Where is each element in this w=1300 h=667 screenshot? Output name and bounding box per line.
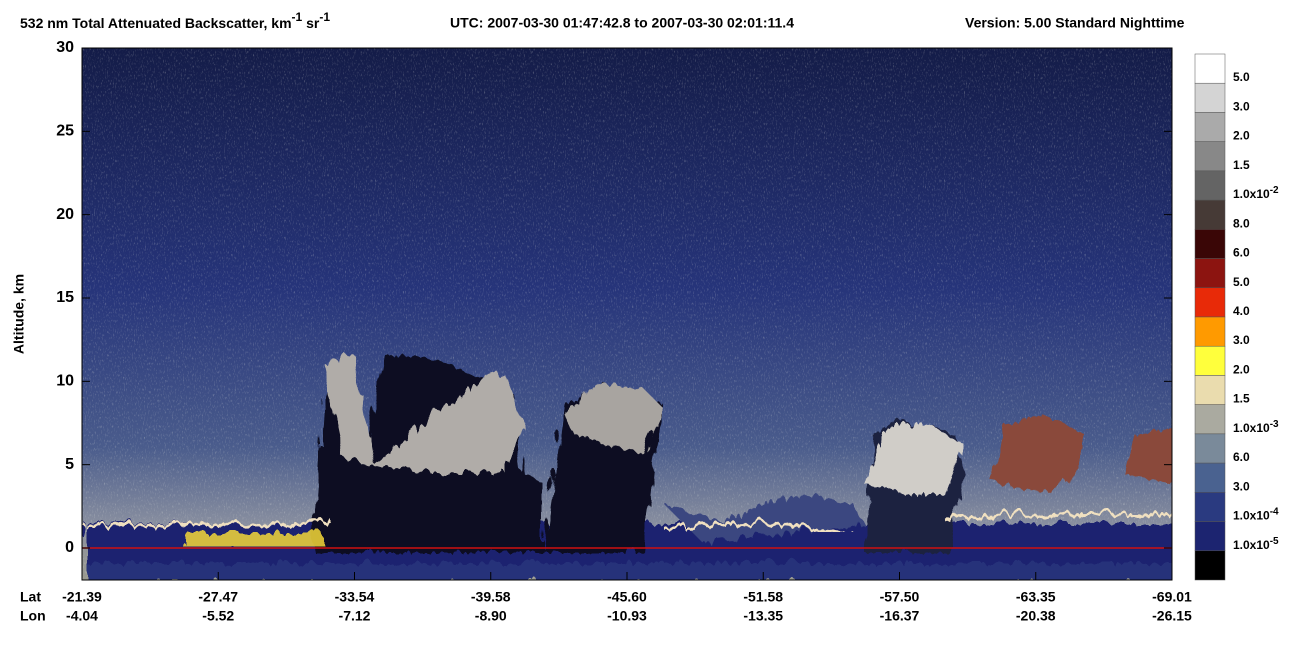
colorbar-label-text: 3.0: [1233, 480, 1250, 494]
colorbar-swatch: [1194, 199, 1226, 230]
lon-label: -20.38: [1016, 608, 1056, 624]
colorbar-label-sup: -5: [1270, 535, 1279, 546]
colorbar-label: 5.0: [1233, 70, 1250, 84]
colorbar-label: 1.0x10-5: [1233, 535, 1279, 552]
lon-label: -7.12: [339, 608, 371, 624]
y-tick-label: 30: [56, 39, 74, 56]
colorbar-label-text: 1.0x10: [1233, 421, 1270, 435]
chart-title: 532 nm Total Attenuated Backscatter, km-…: [20, 10, 330, 31]
colorbar-swatch: [1194, 316, 1226, 347]
colorbar-label-text: 1.0x10: [1233, 538, 1270, 552]
colorbar-swatch: [1194, 53, 1226, 84]
colorbar-label-text: 6.0: [1233, 246, 1250, 260]
colorbar-label: 3.0: [1233, 480, 1250, 494]
colorbar-label-text: 8.0: [1233, 217, 1250, 231]
lon-label: -4.04: [66, 608, 98, 624]
colorbar-label: 1.5: [1233, 392, 1250, 406]
colorbar-swatch: [1194, 550, 1226, 581]
colorbar-label: 6.0: [1233, 246, 1250, 260]
colorbar-swatch: [1194, 375, 1226, 405]
colorbar-swatch: [1194, 404, 1226, 435]
y-tick-label: 20: [56, 206, 74, 223]
lat-label: -45.60: [607, 589, 647, 605]
lon-label: -10.93: [607, 608, 647, 624]
colorbar-label-sup: -3: [1270, 419, 1279, 430]
colorbar-label-text: 2.0: [1233, 363, 1250, 377]
x-row-label: Lat: [20, 589, 41, 605]
title-text: sr: [302, 15, 320, 31]
colorbar-label-text: 3.0: [1233, 333, 1250, 347]
colorbar-label: 3.0: [1233, 333, 1250, 347]
utc-range: UTC: 2007-03-30 01:47:42.8 to 2007-03-30…: [450, 15, 794, 31]
colorbar-label: 1.0x10-4: [1233, 506, 1279, 523]
colorbar-swatch: [1194, 287, 1226, 318]
colorbar-label-text: 5.0: [1233, 70, 1250, 84]
lon-label: -8.90: [475, 608, 507, 624]
colorbar-label: 8.0: [1233, 217, 1250, 231]
colorbar-label-text: 4.0: [1233, 304, 1250, 318]
colorbar-swatch: [1194, 433, 1226, 464]
colorbar-label: 6.0: [1233, 450, 1250, 464]
y-tick-label: 25: [56, 123, 74, 140]
colorbar-label-sup: -4: [1270, 506, 1279, 517]
version: Version: 5.00 Standard Nighttime: [965, 15, 1185, 31]
colorbar-swatch: [1194, 229, 1226, 259]
y-axis-label: Altitude, km: [11, 274, 27, 354]
colorbar-label-text: 1.5: [1233, 392, 1250, 406]
lat-label: -21.39: [62, 589, 102, 605]
colorbar-swatch: [1194, 258, 1226, 289]
colorbar-label-sup: -2: [1270, 185, 1279, 196]
title-sup: -1: [319, 10, 330, 24]
y-tick-label: 15: [56, 289, 74, 306]
lon-label: -26.15: [1152, 608, 1192, 624]
y-tick-label: 0: [65, 539, 74, 556]
colorbar-swatch: [1194, 141, 1226, 172]
lat-label: -33.54: [335, 589, 375, 605]
colorbar-label: 3.0: [1233, 100, 1250, 114]
colorbar-swatch: [1194, 112, 1226, 142]
colorbar-label-text: 1.0x10: [1233, 509, 1270, 523]
lat-label: -27.47: [198, 589, 238, 605]
lat-label: -57.50: [880, 589, 920, 605]
title-sup: -1: [292, 10, 303, 24]
colorbar-label: 1.5: [1233, 158, 1250, 172]
colorbar-label-text: 6.0: [1233, 450, 1250, 464]
colorbar-label-text: 1.0x10: [1233, 187, 1270, 201]
lon-label: -13.35: [743, 608, 783, 624]
colorbar-label-text: 2.0: [1233, 129, 1250, 143]
colorbar-label-text: 5.0: [1233, 275, 1250, 289]
lat-label: -51.58: [743, 589, 783, 605]
colorbar-swatch: [1194, 345, 1226, 376]
lat-label: -63.35: [1016, 589, 1056, 605]
colorbar: 5.03.02.01.51.0x10-28.06.05.04.03.02.01.…: [1194, 53, 1279, 581]
lon-label: -16.37: [880, 608, 920, 624]
y-tick-label: 10: [56, 373, 74, 390]
axes: 0 5 10 15 20 25 30 -21.39 -4.04 -27.47 -5.52 -33.54…: [56, 39, 1192, 623]
lat-label: -69.01: [1152, 589, 1192, 605]
lon-label: -5.52: [202, 608, 234, 624]
colorbar-label: 2.0: [1233, 363, 1250, 377]
colorbar-label-text: 1.5: [1233, 158, 1250, 172]
colorbar-swatch: [1194, 462, 1226, 493]
colorbar-label-text: 3.0: [1233, 100, 1250, 114]
colorbar-swatch: [1194, 492, 1226, 522]
colorbar-label: 1.0x10-2: [1233, 185, 1279, 202]
colorbar-swatch: [1194, 170, 1226, 201]
colorbar-label: 1.0x10-3: [1233, 419, 1279, 436]
colorbar-label: 4.0: [1233, 304, 1250, 318]
colorbar-label: 5.0: [1233, 275, 1250, 289]
backscatter-image: [82, 48, 1172, 580]
lat-label: -39.58: [471, 589, 511, 605]
colorbar-swatch: [1194, 82, 1226, 113]
x-row-label: Lon: [20, 608, 46, 624]
title-text: 532 nm Total Attenuated Backscatter, km: [20, 15, 292, 31]
colorbar-label: 2.0: [1233, 129, 1250, 143]
y-tick-label: 5: [65, 456, 74, 473]
colorbar-swatch: [1194, 521, 1226, 552]
